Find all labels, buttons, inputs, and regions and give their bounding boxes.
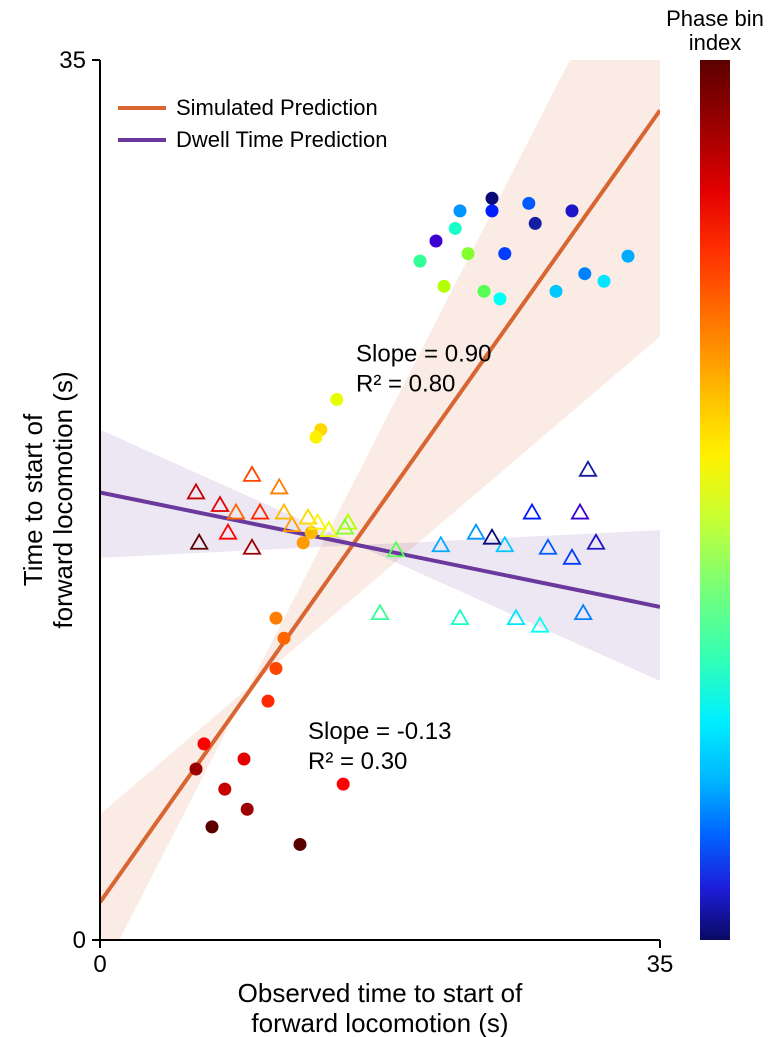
- circle-marker: [529, 217, 542, 230]
- triangle-marker: [244, 467, 260, 481]
- triangle-marker: [524, 505, 540, 519]
- circle-marker: [494, 292, 507, 305]
- colorbar-title: Phase binindex: [666, 6, 764, 55]
- circle-marker: [598, 275, 611, 288]
- circle-marker: [198, 737, 211, 750]
- circle-marker: [478, 285, 491, 298]
- legend-label: Dwell Time Prediction: [176, 127, 388, 152]
- colorbar: [700, 60, 730, 940]
- chart-root: 0 35 0 35 Observed time to start offorward l…: [0, 0, 779, 1037]
- y-axis-label: Time to start offorward locomotion (s): [18, 371, 78, 628]
- x-tick-label: 0: [93, 951, 106, 978]
- circle-marker: [270, 662, 283, 675]
- circle-marker: [430, 235, 443, 248]
- triangle-marker: [271, 479, 287, 493]
- circle-marker: [438, 280, 451, 293]
- circle-marker: [190, 763, 203, 776]
- circle-marker: [522, 197, 535, 210]
- triangle-marker: [580, 462, 596, 476]
- circle-marker: [454, 204, 467, 217]
- dwell-annotation: Slope = -0.13R² = 0.30: [308, 718, 451, 775]
- circle-marker: [414, 255, 427, 268]
- scatter-chart: 0 35 0 35 Observed time to start offorward l…: [0, 0, 779, 1037]
- circle-marker: [270, 612, 283, 625]
- circle-marker: [462, 247, 475, 260]
- circle-marker: [449, 222, 462, 235]
- circle-marker: [622, 250, 635, 263]
- circle-marker: [278, 632, 291, 645]
- triangle-marker: [572, 505, 588, 519]
- circle-marker: [486, 204, 499, 217]
- circle-marker: [238, 752, 251, 765]
- circle-marker: [218, 783, 231, 796]
- circle-marker: [498, 247, 511, 260]
- circle-marker: [337, 778, 350, 791]
- circle-marker: [241, 803, 254, 816]
- circle-marker: [310, 431, 323, 444]
- circle-marker: [486, 192, 499, 205]
- legend-label: Simulated Prediction: [176, 95, 378, 120]
- circle-marker: [566, 204, 579, 217]
- triangle-marker: [452, 610, 468, 624]
- circle-marker: [262, 695, 275, 708]
- circle-marker: [578, 267, 591, 280]
- legend: Simulated Prediction Dwell Time Predictio…: [118, 95, 388, 152]
- y-tick-label: 35: [59, 47, 86, 74]
- circle-marker: [206, 820, 219, 833]
- circle-marker: [294, 838, 307, 851]
- circle-marker: [330, 393, 343, 406]
- x-axis-label: Observed time to start offorward locomot…: [238, 978, 523, 1037]
- triangle-marker: [372, 605, 388, 619]
- x-tick-label: 35: [647, 951, 674, 978]
- y-tick-label: 0: [73, 927, 86, 954]
- triangle-marker: [468, 525, 484, 539]
- circle-marker: [550, 285, 563, 298]
